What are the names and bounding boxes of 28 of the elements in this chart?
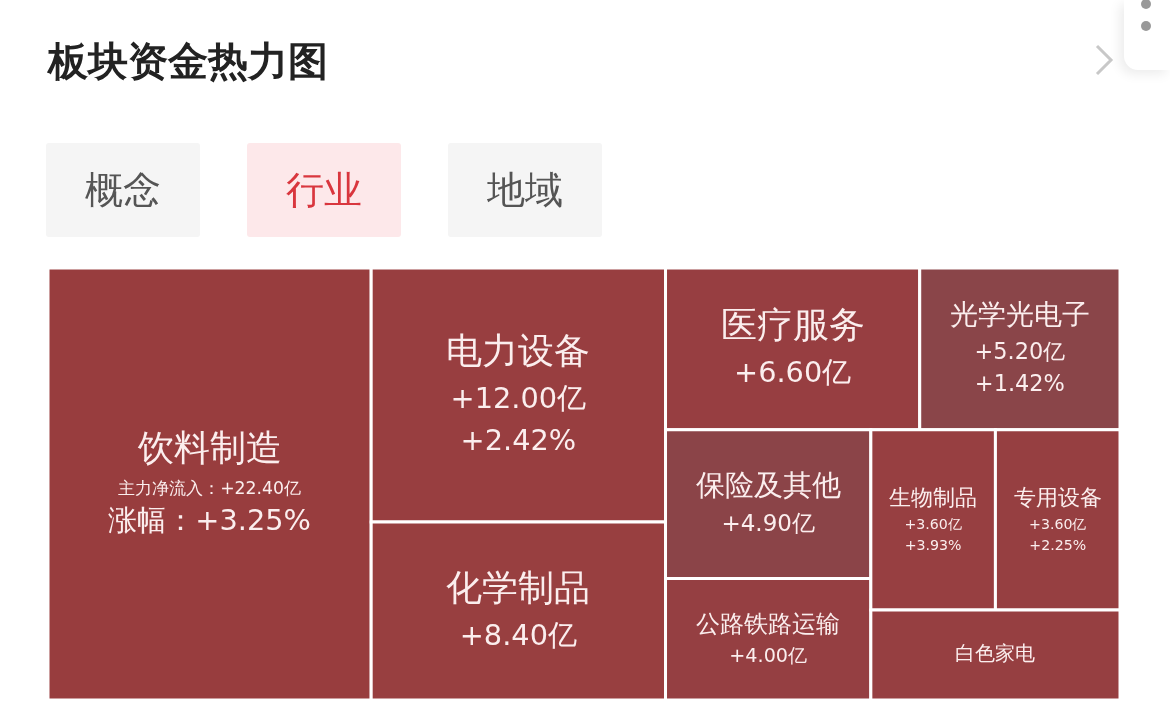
data-label: +1.42%	[974, 370, 1065, 397]
category-label: 专用设备	[1013, 485, 1102, 510]
text: 行业	[247, 143, 401, 237]
category-label: 医疗服务	[720, 304, 865, 346]
category-label: 电力设备	[446, 329, 591, 371]
data-label: 涨幅：+3.25%	[108, 503, 311, 538]
data-label: +6.60亿	[734, 355, 852, 390]
data-label: +12.00亿	[450, 380, 587, 415]
data-label: +3.60亿	[1029, 516, 1087, 533]
data-label: 主力净流入：+22.40亿	[118, 477, 302, 498]
data-label: +8.40亿	[459, 617, 577, 652]
category-label: 化学制品	[446, 566, 591, 608]
data-label: +2.25%	[1029, 536, 1087, 553]
data-label: +5.20亿	[974, 337, 1066, 364]
data-label: +2.42%	[460, 422, 577, 457]
data-label: +3.60亿	[904, 516, 962, 533]
text: 板块资金热力图	[48, 37, 328, 86]
text: 概念	[46, 143, 200, 237]
category-label: 饮料制造	[136, 426, 282, 468]
data-label: +4.90亿	[721, 510, 815, 537]
category-label: 公路铁路运输	[696, 609, 841, 638]
text: 地域	[448, 143, 602, 237]
category-label: 保险及其他	[695, 467, 841, 502]
category-label: 白色家电	[955, 641, 1036, 666]
category-label: 生物制品	[889, 485, 978, 510]
data-label: +4.00亿	[729, 643, 808, 667]
data-label: +3.93%	[904, 536, 962, 553]
category-label: 光学光电子	[949, 297, 1090, 331]
